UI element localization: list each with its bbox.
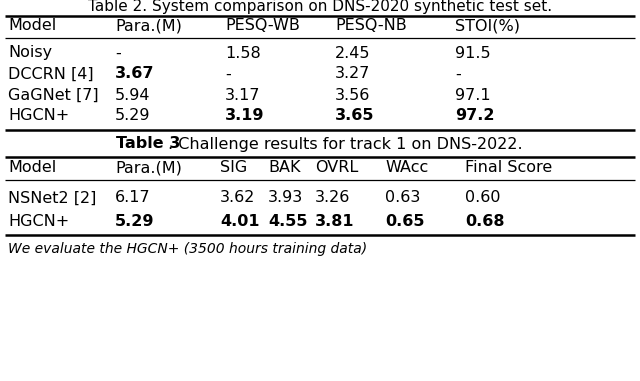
Text: 5.29: 5.29: [115, 213, 154, 229]
Text: 3.17: 3.17: [225, 88, 260, 102]
Text: 0.65: 0.65: [385, 213, 424, 229]
Text: SIG: SIG: [220, 160, 247, 176]
Text: Table 3: Table 3: [116, 136, 180, 152]
Text: 3.56: 3.56: [335, 88, 371, 102]
Text: HGCN+: HGCN+: [8, 213, 69, 229]
Text: 3.65: 3.65: [335, 109, 374, 123]
Text: 4.55: 4.55: [268, 213, 307, 229]
Text: WAcc: WAcc: [385, 160, 428, 176]
Text: 1.58: 1.58: [225, 45, 260, 61]
Text: 5.29: 5.29: [115, 109, 150, 123]
Text: 0.68: 0.68: [465, 213, 504, 229]
Text: Para.(M): Para.(M): [115, 19, 182, 34]
Text: 97.2: 97.2: [455, 109, 495, 123]
Text: Noisy: Noisy: [8, 45, 52, 61]
Text: 3.27: 3.27: [335, 67, 371, 82]
Text: -: -: [455, 67, 461, 82]
Text: Table 2. System comparison on DNS-2020 synthetic test set.: Table 2. System comparison on DNS-2020 s…: [88, 0, 552, 14]
Text: GaGNet [7]: GaGNet [7]: [8, 88, 99, 102]
Text: 3.62: 3.62: [220, 190, 255, 205]
Text: HGCN+: HGCN+: [8, 109, 69, 123]
Text: OVRL: OVRL: [315, 160, 358, 176]
Text: 0.63: 0.63: [385, 190, 420, 205]
Text: BAK: BAK: [268, 160, 301, 176]
Text: 6.17: 6.17: [115, 190, 150, 205]
Text: PESQ-NB: PESQ-NB: [335, 19, 407, 34]
Text: NSNet2 [2]: NSNet2 [2]: [8, 190, 97, 205]
Text: 97.1: 97.1: [455, 88, 491, 102]
Text: 5.94: 5.94: [115, 88, 150, 102]
Text: 2.45: 2.45: [335, 45, 371, 61]
Text: DCCRN [4]: DCCRN [4]: [8, 67, 93, 82]
Text: 3.26: 3.26: [315, 190, 350, 205]
Text: Para.(M): Para.(M): [115, 160, 182, 176]
Text: -: -: [115, 45, 121, 61]
Text: -: -: [225, 67, 231, 82]
Text: PESQ-WB: PESQ-WB: [225, 19, 300, 34]
Text: We evaluate the HGCN+ (3500 hours training data): We evaluate the HGCN+ (3500 hours traini…: [8, 242, 367, 256]
Text: 3.67: 3.67: [115, 67, 154, 82]
Text: 3.93: 3.93: [268, 190, 303, 205]
Text: 3.19: 3.19: [225, 109, 264, 123]
Text: 0.60: 0.60: [465, 190, 500, 205]
Text: 3.81: 3.81: [315, 213, 355, 229]
Text: Model: Model: [8, 19, 56, 34]
Text: . Challenge results for track 1 on DNS-2022.: . Challenge results for track 1 on DNS-2…: [168, 136, 523, 152]
Text: 91.5: 91.5: [455, 45, 491, 61]
Text: Model: Model: [8, 160, 56, 176]
Text: 4.01: 4.01: [220, 213, 259, 229]
Text: STOI(%): STOI(%): [455, 19, 520, 34]
Text: Final Score: Final Score: [465, 160, 552, 176]
